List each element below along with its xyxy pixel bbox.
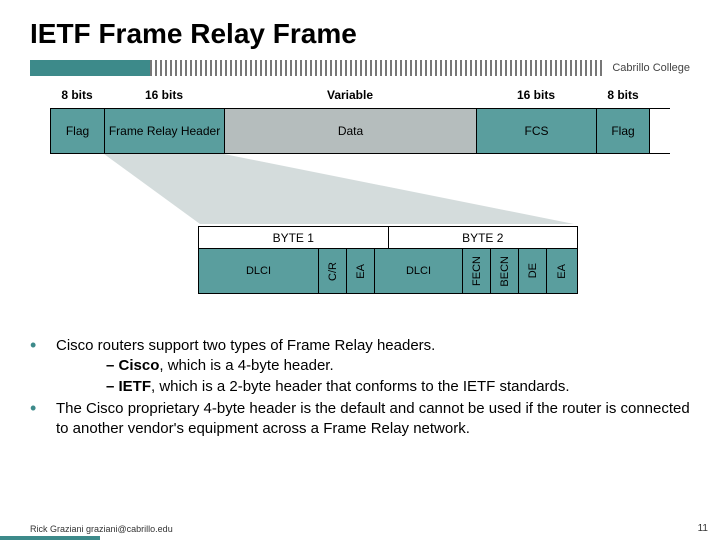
frame-field: Flag bbox=[596, 109, 650, 153]
branding-text: Cabrillo College bbox=[604, 62, 690, 74]
byte-field: DLCI bbox=[374, 249, 462, 293]
frame-field: Frame Relay Header bbox=[104, 109, 224, 153]
bullet-text: The Cisco proprietary 4-byte header is t… bbox=[56, 399, 690, 440]
byte-header-row: BYTE 1 BYTE 2 bbox=[198, 226, 578, 248]
byte-field: FECN bbox=[462, 249, 490, 293]
tick-pattern bbox=[150, 60, 604, 76]
frame-diagram: 8 bits16 bitsVariable16 bits8 bits FlagF… bbox=[50, 88, 670, 328]
accent-block bbox=[30, 60, 150, 76]
byte-field: EA bbox=[546, 249, 578, 293]
sub-bullet: – Cisco, which is a 4-byte header. bbox=[106, 356, 690, 376]
bullet-dot: • bbox=[30, 399, 56, 440]
byte-field: BECN bbox=[490, 249, 518, 293]
sub-bullet: – IETF, which is a 2-byte header that co… bbox=[106, 377, 690, 397]
frame-field: Flag bbox=[50, 109, 104, 153]
bullet-dot: • bbox=[30, 336, 56, 397]
bit-width-label: 8 bits bbox=[50, 88, 104, 102]
divider: Cabrillo College bbox=[30, 60, 690, 76]
footer-accent bbox=[0, 536, 100, 540]
bit-width-label: 16 bits bbox=[476, 88, 596, 102]
bit-width-label: 8 bits bbox=[596, 88, 650, 102]
expansion-shade bbox=[104, 154, 574, 224]
bullet-list: •Cisco routers support two types of Fram… bbox=[30, 336, 690, 439]
byte-field: DE bbox=[518, 249, 546, 293]
byte-field: C/R bbox=[318, 249, 346, 293]
byte-field: DLCI bbox=[198, 249, 318, 293]
bit-width-label: 16 bits bbox=[104, 88, 224, 102]
byte-2-label: BYTE 2 bbox=[389, 227, 578, 248]
byte-1-label: BYTE 1 bbox=[199, 227, 389, 248]
bullet-item: •Cisco routers support two types of Fram… bbox=[30, 336, 690, 397]
page-number: 11 bbox=[698, 523, 708, 534]
bullet-text: Cisco routers support two types of Frame… bbox=[56, 336, 690, 397]
frame-field: FCS bbox=[476, 109, 596, 153]
footer-author: Rick Graziani graziani@cabrillo.edu bbox=[30, 524, 173, 534]
bit-width-label: Variable bbox=[224, 88, 476, 102]
byte-field: EA bbox=[346, 249, 374, 293]
page-title: IETF Frame Relay Frame bbox=[30, 18, 690, 50]
frame-field: Data bbox=[224, 109, 476, 153]
bullet-item: •The Cisco proprietary 4-byte header is … bbox=[30, 399, 690, 440]
